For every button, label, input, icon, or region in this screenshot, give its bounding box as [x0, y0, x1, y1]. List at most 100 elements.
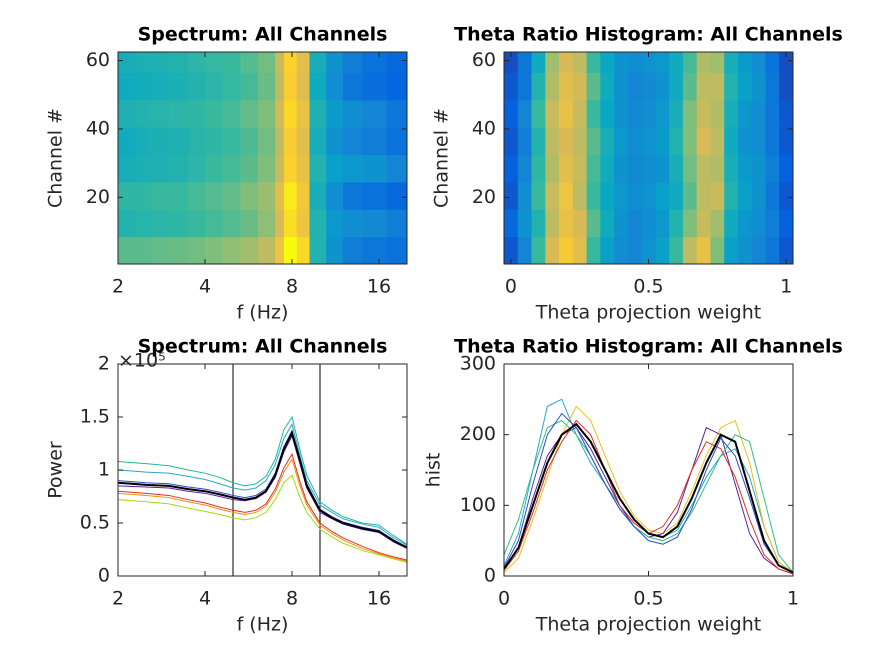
- heatmap-cell: [362, 181, 388, 210]
- heatmap-cell: [283, 99, 298, 128]
- heatmap-cell: [504, 209, 519, 238]
- heatmap-cell: [545, 236, 560, 264]
- heatmap-cell: [504, 154, 519, 183]
- heatmap-cell: [614, 154, 629, 183]
- x-axis-label: Theta projection weight: [535, 614, 761, 636]
- heatmap-cell: [135, 181, 152, 210]
- heatmap-cell: [118, 236, 137, 264]
- heatmap-cell: [696, 181, 711, 210]
- heatmap-cell: [309, 99, 327, 128]
- heatmap-cell: [275, 209, 285, 238]
- heatmap-cell: [531, 181, 546, 210]
- heatmap-cell: [168, 181, 189, 210]
- heatmap-cell: [342, 52, 363, 74]
- heatmap-cell: [188, 52, 206, 74]
- heatmap-cell: [696, 236, 711, 264]
- heatmap-cell: [545, 127, 560, 156]
- heatmap-cell: [188, 127, 206, 156]
- heatmap-cell: [724, 99, 739, 128]
- heatmap-cell: [600, 52, 615, 74]
- plot-area: [504, 52, 793, 264]
- series-line: [118, 430, 407, 549]
- heatmap-cell: [135, 99, 152, 128]
- heatmap-cell: [296, 181, 311, 210]
- heatmap-cell: [559, 181, 574, 210]
- heatmap-cell: [641, 72, 656, 101]
- heatmap-cell: [257, 236, 276, 264]
- series-line: [504, 405, 793, 573]
- heatmap-cell: [204, 99, 224, 128]
- heatmap-cell: [240, 154, 259, 183]
- heatmap-cell: [641, 127, 656, 156]
- heatmap-cell: [204, 127, 224, 156]
- heatmap-cell: [386, 127, 407, 156]
- heatmap-cell: [627, 154, 643, 183]
- x-axis-label: f (Hz): [237, 614, 289, 636]
- heatmap-cell: [545, 181, 560, 210]
- y-tick-label: 1.5: [80, 406, 110, 428]
- heatmap-cell: [204, 154, 224, 183]
- heatmap-cell: [504, 72, 519, 101]
- subplot: 0 0.5 1 0 100 200 300 Theta projection weight hi…: [423, 336, 843, 636]
- heatmap-cell: [614, 181, 629, 210]
- heatmap-cell: [545, 72, 560, 101]
- heatmap-cell: [517, 99, 533, 128]
- series-line: [118, 458, 407, 562]
- y-axis-label: Power: [45, 441, 67, 499]
- heatmap-cell: [168, 52, 189, 74]
- heatmap-cell: [240, 181, 259, 210]
- heatmap-cell: [765, 209, 780, 238]
- heatmap-cell: [641, 52, 656, 74]
- heatmap-cell: [559, 72, 574, 101]
- heatmap-cell: [222, 154, 241, 183]
- heatmap-cell: [751, 154, 766, 183]
- heatmap-cell: [118, 127, 137, 156]
- x-tick-label: 2: [112, 276, 124, 298]
- heatmap-cell: [669, 72, 684, 101]
- heatmap-cell: [309, 72, 327, 101]
- heatmap-cell: [710, 181, 725, 210]
- heatmap-cell: [275, 236, 285, 264]
- heatmap-cell: [240, 236, 259, 264]
- heatmap-cell: [655, 209, 670, 238]
- heatmap-cell: [545, 99, 560, 128]
- heatmap-cell: [724, 52, 739, 74]
- heatmap-cell: [362, 236, 388, 264]
- heatmap-cell: [655, 52, 670, 74]
- heatmap-cell: [168, 127, 189, 156]
- heatmap-cell: [257, 127, 276, 156]
- heatmap-cell: [641, 99, 656, 128]
- heatmap-cell: [724, 181, 739, 210]
- series-line: [118, 415, 407, 545]
- heatmap-cell: [572, 154, 588, 183]
- heatmap-cell: [696, 99, 711, 128]
- heatmap-cell: [559, 127, 574, 156]
- heatmap-cell: [386, 99, 407, 128]
- heatmap-cell: [135, 154, 152, 183]
- heatmap-cell: [614, 127, 629, 156]
- heatmap-cell: [572, 72, 588, 101]
- y-tick-label: 60: [86, 49, 110, 71]
- heatmap-cell: [342, 236, 363, 264]
- heatmap-cell: [737, 127, 753, 156]
- heatmap-cell: [779, 154, 793, 183]
- heatmap-cell: [188, 154, 206, 183]
- heatmap-cell: [779, 181, 793, 210]
- heatmap-cell: [257, 99, 276, 128]
- heatmap-cell: [627, 181, 643, 210]
- heatmap-cell: [326, 99, 344, 128]
- heatmap-cell: [627, 52, 643, 74]
- heatmap-cell: [296, 72, 311, 101]
- heatmap-cell: [765, 127, 780, 156]
- heatmap-cell: [586, 72, 601, 101]
- heatmap-cell: [362, 52, 388, 74]
- heatmap-cell: [627, 127, 643, 156]
- heatmap-cell: [641, 236, 656, 264]
- heatmap-cell: [765, 52, 780, 74]
- heatmap-cell: [517, 52, 533, 74]
- heatmap-cell: [531, 209, 546, 238]
- y-axis-label: Channel #: [45, 108, 67, 208]
- heatmap-cell: [765, 154, 780, 183]
- heatmap-cell: [751, 181, 766, 210]
